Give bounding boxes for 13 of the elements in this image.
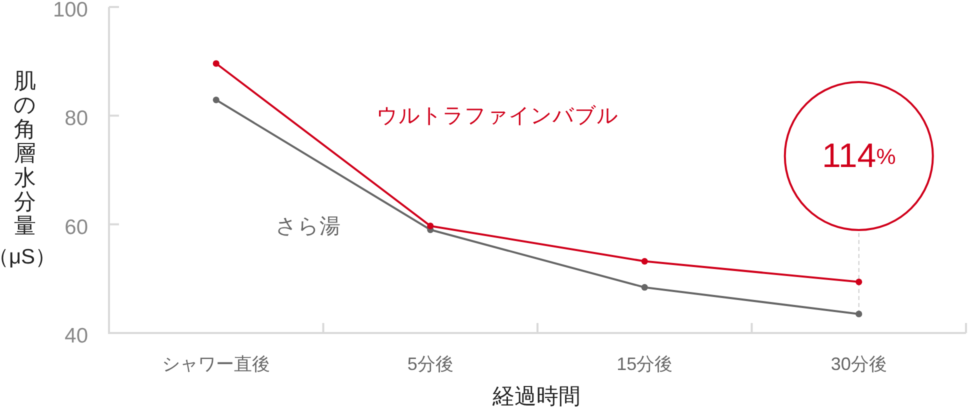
y-axis-title: 肌の角層水分量（μS）: [0, 68, 56, 268]
annotation: 114%: [822, 137, 896, 175]
x-tick-label: 15分後: [616, 354, 673, 374]
y-tick-label: 100: [52, 0, 88, 22]
x-tick-label: 30分後: [830, 354, 887, 374]
y-tick-label: 40: [64, 324, 88, 348]
series-name: ウルトラファインバブル: [376, 104, 618, 128]
y-tick-label: 60: [64, 216, 88, 239]
y-tick-label: 80: [64, 107, 88, 130]
x-tick-label: 5分後: [407, 354, 454, 374]
x-tick-label: シャワー直後: [162, 354, 270, 374]
x-axis-title: 経過時間: [492, 384, 580, 408]
series-name: さら湯: [275, 214, 340, 238]
